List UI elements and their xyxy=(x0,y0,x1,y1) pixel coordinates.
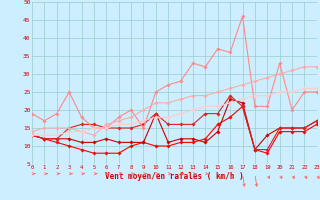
X-axis label: Vent moyen/en rafales ( km/h ): Vent moyen/en rafales ( km/h ) xyxy=(105,172,244,181)
